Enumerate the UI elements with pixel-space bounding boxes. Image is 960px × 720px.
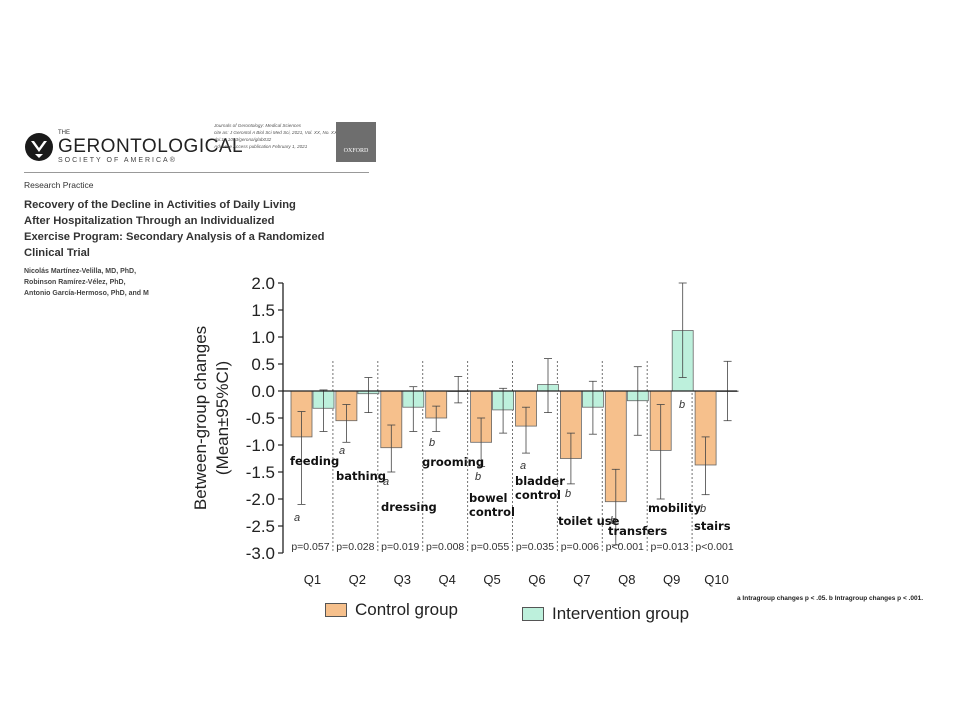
journal-line: cite as: J Gerontol A Biol Sci Med Sci, … [214, 130, 348, 135]
p-value-label: p=0.055 [471, 541, 509, 553]
significance-letter: a [339, 445, 345, 457]
p-value-label: p=0.057 [291, 541, 329, 553]
y-tick-label: -2.0 [246, 490, 275, 509]
y-tick-label: 0.0 [251, 382, 275, 401]
journal-line: Journals of Gerontology: Medical Science… [214, 123, 302, 128]
header-divider [24, 172, 369, 173]
category-label: Q8 [618, 572, 635, 587]
y-tick-label: -1.5 [246, 463, 275, 482]
significance-letter: b [565, 488, 571, 500]
legend-label-control: Control group [355, 600, 459, 619]
p-value-label: p=0.013 [651, 541, 689, 553]
category-label: Q9 [663, 572, 680, 587]
activity-label: stairs [694, 519, 731, 533]
gsa-logo-icon [25, 133, 53, 161]
y-tick-label: 2.0 [251, 274, 275, 293]
paper-header: THE GERONTOLOGICAL SOCIETY OF AMERICA® J… [24, 118, 376, 308]
category-label: Q1 [304, 572, 321, 587]
y-axis-title: (Mean±95%CI) [213, 361, 232, 475]
y-axis-title: Between-group changes [191, 326, 210, 510]
chart-footnote: a Intragroup changes p < .05. b Intragro… [737, 595, 924, 602]
activity-label: toilet use [558, 514, 620, 528]
y-tick-label: -0.5 [246, 409, 275, 428]
activity-label: control [515, 488, 561, 502]
y-tick-label: 1.0 [251, 328, 275, 347]
title-line: Clinical Trial [24, 247, 90, 259]
author-line: Nicolás Martínez-Velilla, MD, PhD, [24, 268, 137, 275]
p-value-label: p<0.001 [606, 541, 644, 553]
logo-prefix: THE [58, 130, 70, 136]
p-value-label: p=0.035 [516, 541, 554, 553]
paper-title: Recovery of the Decline in Activities of… [24, 197, 366, 261]
activity-label: bathing [336, 469, 386, 483]
activity-label: mobility [648, 501, 701, 515]
p-value-label: p=0.008 [426, 541, 464, 553]
author-line: Antonio García-Hermoso, PhD, and M [24, 290, 149, 297]
activity-label: grooming [422, 455, 484, 469]
significance-letter: b [610, 515, 616, 527]
title-line: Exercise Program: Secondary Analysis of … [24, 231, 325, 243]
activity-label: control [469, 505, 515, 519]
significance-letter: b [429, 437, 435, 449]
category-label: Q3 [394, 572, 411, 587]
legend-swatch-intervention [522, 607, 544, 621]
significance-letter: a [520, 460, 526, 472]
section-label: Research Practice [24, 180, 94, 190]
activity-label: bowel [469, 491, 508, 505]
author-list: Nicolás Martínez-Velilla, MD, PhD, Robin… [24, 266, 149, 299]
category-label: Q6 [528, 572, 545, 587]
p-value-label: p<0.001 [695, 541, 733, 553]
legend-swatch-control [325, 603, 347, 617]
publisher-logo: OXFORD [336, 122, 376, 162]
category-label: Q5 [483, 572, 500, 587]
activity-label: dressing [381, 500, 437, 514]
journal-line: Advance Access publication February 1, 2… [214, 144, 308, 149]
activity-label: transfers [608, 524, 667, 538]
y-tick-label: -1.0 [246, 436, 275, 455]
journal-meta: Journals of Gerontology: Medical Science… [214, 122, 348, 150]
significance-letter: b [679, 399, 685, 411]
significance-letter: a [383, 476, 389, 488]
publisher-name: OXFORD [343, 148, 369, 154]
significance-letter: b [475, 471, 481, 483]
activity-label: feeding [290, 454, 339, 468]
logo-subtitle: SOCIETY OF AMERICA® [58, 157, 177, 164]
significance-letter: b [700, 503, 706, 515]
p-value-label: p=0.006 [561, 541, 599, 553]
p-value-label: p=0.019 [381, 541, 419, 553]
title-line: After Hospitalization Through an Individ… [24, 215, 275, 227]
y-tick-label: 0.5 [251, 355, 275, 374]
activity-label: bladder [515, 474, 565, 488]
category-label: Q10 [704, 572, 729, 587]
category-label: Q2 [349, 572, 366, 587]
logo-name: GERONTOLOGICAL [58, 136, 244, 157]
y-tick-label: -2.5 [246, 517, 275, 536]
category-label: Q4 [438, 572, 455, 587]
title-line: Recovery of the Decline in Activities of… [24, 199, 296, 211]
journal-line: doi:10.1093/gerona/glab032 [214, 137, 272, 142]
author-line: Robinson Ramírez-Vélez, PhD, [24, 279, 126, 286]
y-tick-label: 1.5 [251, 301, 275, 320]
y-tick-label: -3.0 [246, 544, 275, 563]
p-value-label: p=0.028 [336, 541, 374, 553]
legend-label-intervention: Intervention group [552, 604, 690, 623]
category-label: Q7 [573, 572, 590, 587]
significance-letter: a [294, 512, 300, 524]
